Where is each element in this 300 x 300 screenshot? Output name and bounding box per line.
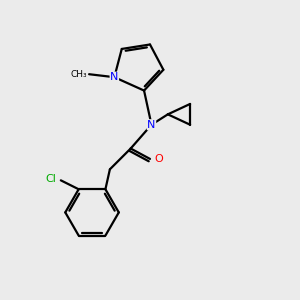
Text: O: O <box>154 154 163 164</box>
Text: N: N <box>110 72 118 82</box>
Text: N: N <box>147 120 156 130</box>
Text: CH₃: CH₃ <box>71 70 88 79</box>
Text: Cl: Cl <box>46 174 56 184</box>
